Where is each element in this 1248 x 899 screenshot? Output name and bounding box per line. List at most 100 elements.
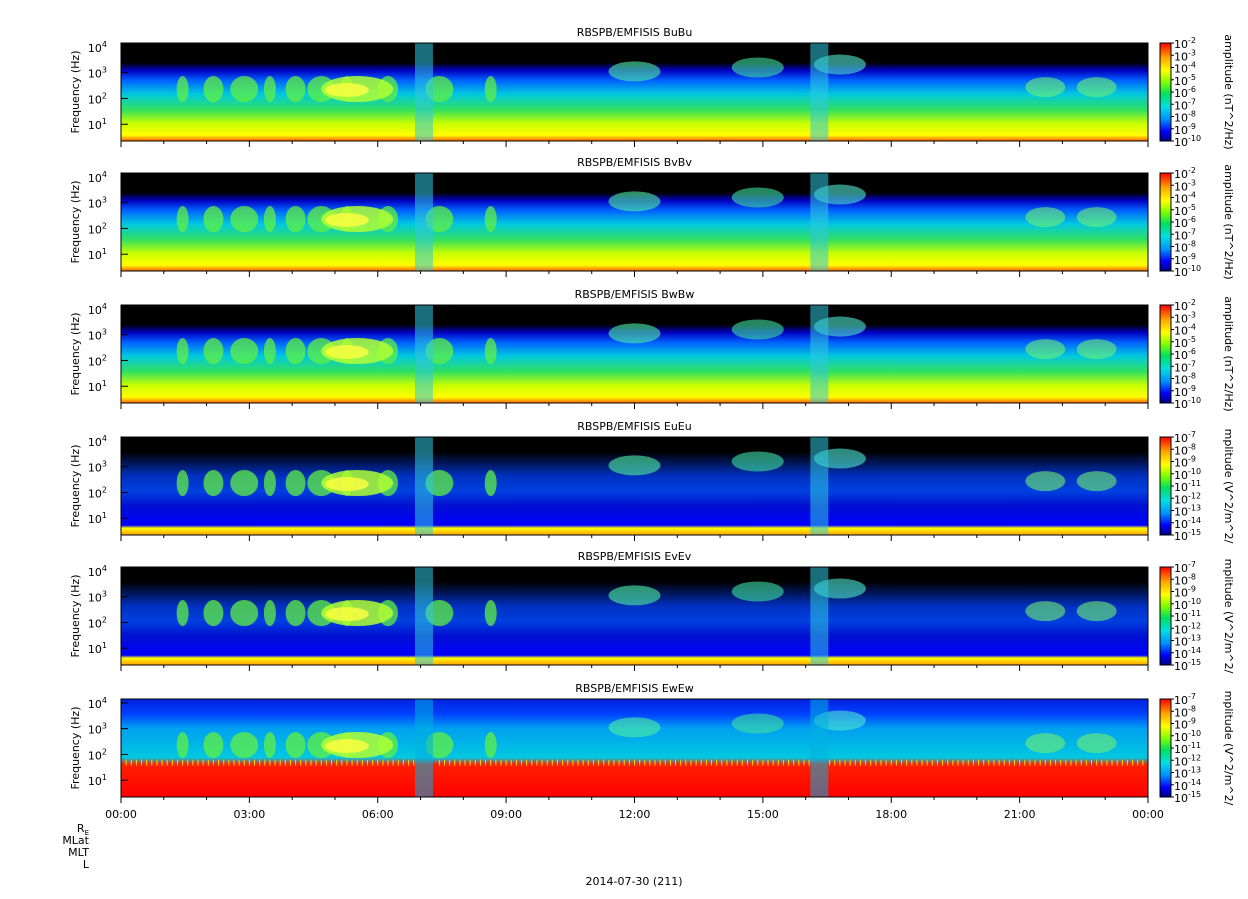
colorbar-tick-label: 10-14 xyxy=(1174,516,1201,531)
colorbar-tick-label: 10-13 xyxy=(1174,766,1201,781)
spectrogram-panel-5: RBSPB/EMFISIS EvEv Frequency (Hz) 101 102 10… xyxy=(69,550,1235,674)
y-tick-label: 104 xyxy=(88,434,107,449)
emission-blob xyxy=(484,76,497,103)
spectrogram-features xyxy=(176,173,1117,271)
colorbar-tick-label: 10-15 xyxy=(1174,528,1201,543)
colorbar-label: mplitude (V^2/m^2/ xyxy=(1222,429,1235,544)
emission-band xyxy=(731,713,784,734)
emission-blob xyxy=(176,732,189,759)
emission-band xyxy=(731,57,784,78)
colorbar-tick-label: 10-13 xyxy=(1174,634,1201,649)
perigee-crossing xyxy=(810,437,829,535)
colorbar-tick-label: 10-7 xyxy=(1174,692,1196,707)
colorbar-tick-label: 10-5 xyxy=(1174,203,1196,218)
y-axis-label: Frequency (Hz) xyxy=(69,575,82,658)
colorbar-tick-label: 10-9 xyxy=(1174,384,1196,399)
emission-blob xyxy=(263,600,276,627)
emission-band xyxy=(608,585,661,606)
x-tick-label: 15:00 xyxy=(747,808,779,821)
emission-blob xyxy=(203,338,224,365)
colorbar-tick-label: 10-4 xyxy=(1174,323,1196,338)
y-tick-label: 101 xyxy=(88,247,107,262)
y-tick-label: 102 xyxy=(88,353,107,368)
emission-band xyxy=(1076,601,1117,622)
emission-band xyxy=(1025,733,1066,754)
x-tick-label: 21:00 xyxy=(1004,808,1036,821)
colorbar-tick-label: 10-7 xyxy=(1174,97,1196,112)
colorbar-tick-label: 10-8 xyxy=(1174,704,1196,719)
colorbar xyxy=(1159,698,1172,798)
emission-band xyxy=(1076,733,1117,754)
y-tick-label: 103 xyxy=(88,460,107,475)
colorbar-tick-label: 10-11 xyxy=(1174,609,1201,624)
colorbar-tick-label: 10-7 xyxy=(1174,359,1196,374)
y-tick-label: 102 xyxy=(88,747,107,762)
colorbar-tick-label: 10-7 xyxy=(1174,430,1196,445)
perigee-crossing xyxy=(414,437,433,535)
colorbar-tick-label: 10-9 xyxy=(1174,122,1196,137)
colorbar-label: amplitude (nT^2/Hz) xyxy=(1222,296,1235,411)
ephemeris-label: MLat xyxy=(62,834,89,847)
emission-band xyxy=(1025,339,1066,360)
colorbar xyxy=(1159,172,1172,272)
spectrogram-panel-6: RBSPB/EMFISIS EwEw Frequency (Hz) 101 102 10… xyxy=(69,682,1235,806)
colorbar-tick-label: 10-10 xyxy=(1174,729,1201,744)
perigee-crossing xyxy=(414,305,433,403)
spectrogram-features xyxy=(176,437,1117,535)
emission-blob xyxy=(484,470,497,497)
emission-band xyxy=(1025,77,1066,98)
emission-blob-core xyxy=(324,213,369,228)
emission-band xyxy=(1076,207,1117,228)
y-axis-label: Frequency (Hz) xyxy=(69,313,82,396)
colorbar-tick-label: 10-14 xyxy=(1174,646,1201,661)
y-axis-label: Frequency (Hz) xyxy=(69,181,82,264)
colorbar-tick-label: 10-12 xyxy=(1174,753,1201,768)
x-tick-label: 06:00 xyxy=(362,808,394,821)
y-tick-label: 101 xyxy=(88,511,107,526)
panel-title: RBSPB/EMFISIS BvBv xyxy=(577,156,692,169)
emission-band xyxy=(1076,339,1117,360)
colorbar-tick-label: 10-3 xyxy=(1174,178,1196,193)
emission-blob-core xyxy=(324,83,369,98)
emission-blob xyxy=(230,76,259,103)
spectrogram-features xyxy=(121,699,1144,797)
colorbar-tick-label: 10-13 xyxy=(1174,504,1201,519)
y-tick-label: 103 xyxy=(88,196,107,211)
colorbar-label: amplitude (nT^2/Hz) xyxy=(1222,34,1235,149)
emission-blob xyxy=(285,600,306,627)
colorbar-tick-label: 10-6 xyxy=(1174,347,1196,362)
colorbar-tick-label: 10-7 xyxy=(1174,227,1196,242)
perigee-crossing xyxy=(414,173,433,271)
colorbar-tick-label: 10-8 xyxy=(1174,240,1196,255)
emission-band xyxy=(1025,207,1066,228)
emission-blob-core xyxy=(324,607,369,622)
emission-blob xyxy=(230,338,259,365)
spectrogram-panel-4: RBSPB/EMFISIS EuEu Frequency (Hz) 101 102 10… xyxy=(69,420,1235,544)
ephemeris-label: RE xyxy=(77,822,89,837)
colorbar-tick-label: 10-8 xyxy=(1174,110,1196,125)
y-tick-label: 103 xyxy=(88,722,107,737)
y-tick-label: 102 xyxy=(88,615,107,630)
y-tick-label: 104 xyxy=(88,564,107,579)
emission-blob-core xyxy=(324,345,369,360)
emission-blob xyxy=(484,600,497,627)
emission-blob xyxy=(263,470,276,497)
colorbar-tick-label: 10-3 xyxy=(1174,310,1196,325)
y-axis-label: Frequency (Hz) xyxy=(69,51,82,134)
date-label: 2014-07-30 (211) xyxy=(585,875,682,888)
emission-blob-core xyxy=(324,477,369,492)
y-tick-label: 103 xyxy=(88,328,107,343)
emission-blob xyxy=(484,206,497,233)
colorbar-tick-label: 10-5 xyxy=(1174,73,1196,88)
emission-blob xyxy=(176,206,189,233)
spectrogram-panel-3: RBSPB/EMFISIS BwBw Frequency (Hz) 101 102 10… xyxy=(69,288,1235,412)
perigee-crossing xyxy=(810,699,829,797)
colorbar xyxy=(1159,566,1172,666)
emission-band xyxy=(1025,601,1066,622)
emission-band xyxy=(608,717,661,738)
emission-blob xyxy=(203,470,224,497)
panel-title: RBSPB/EMFISIS BuBu xyxy=(577,26,693,39)
emission-band xyxy=(608,61,661,82)
perigee-crossing xyxy=(810,173,829,271)
